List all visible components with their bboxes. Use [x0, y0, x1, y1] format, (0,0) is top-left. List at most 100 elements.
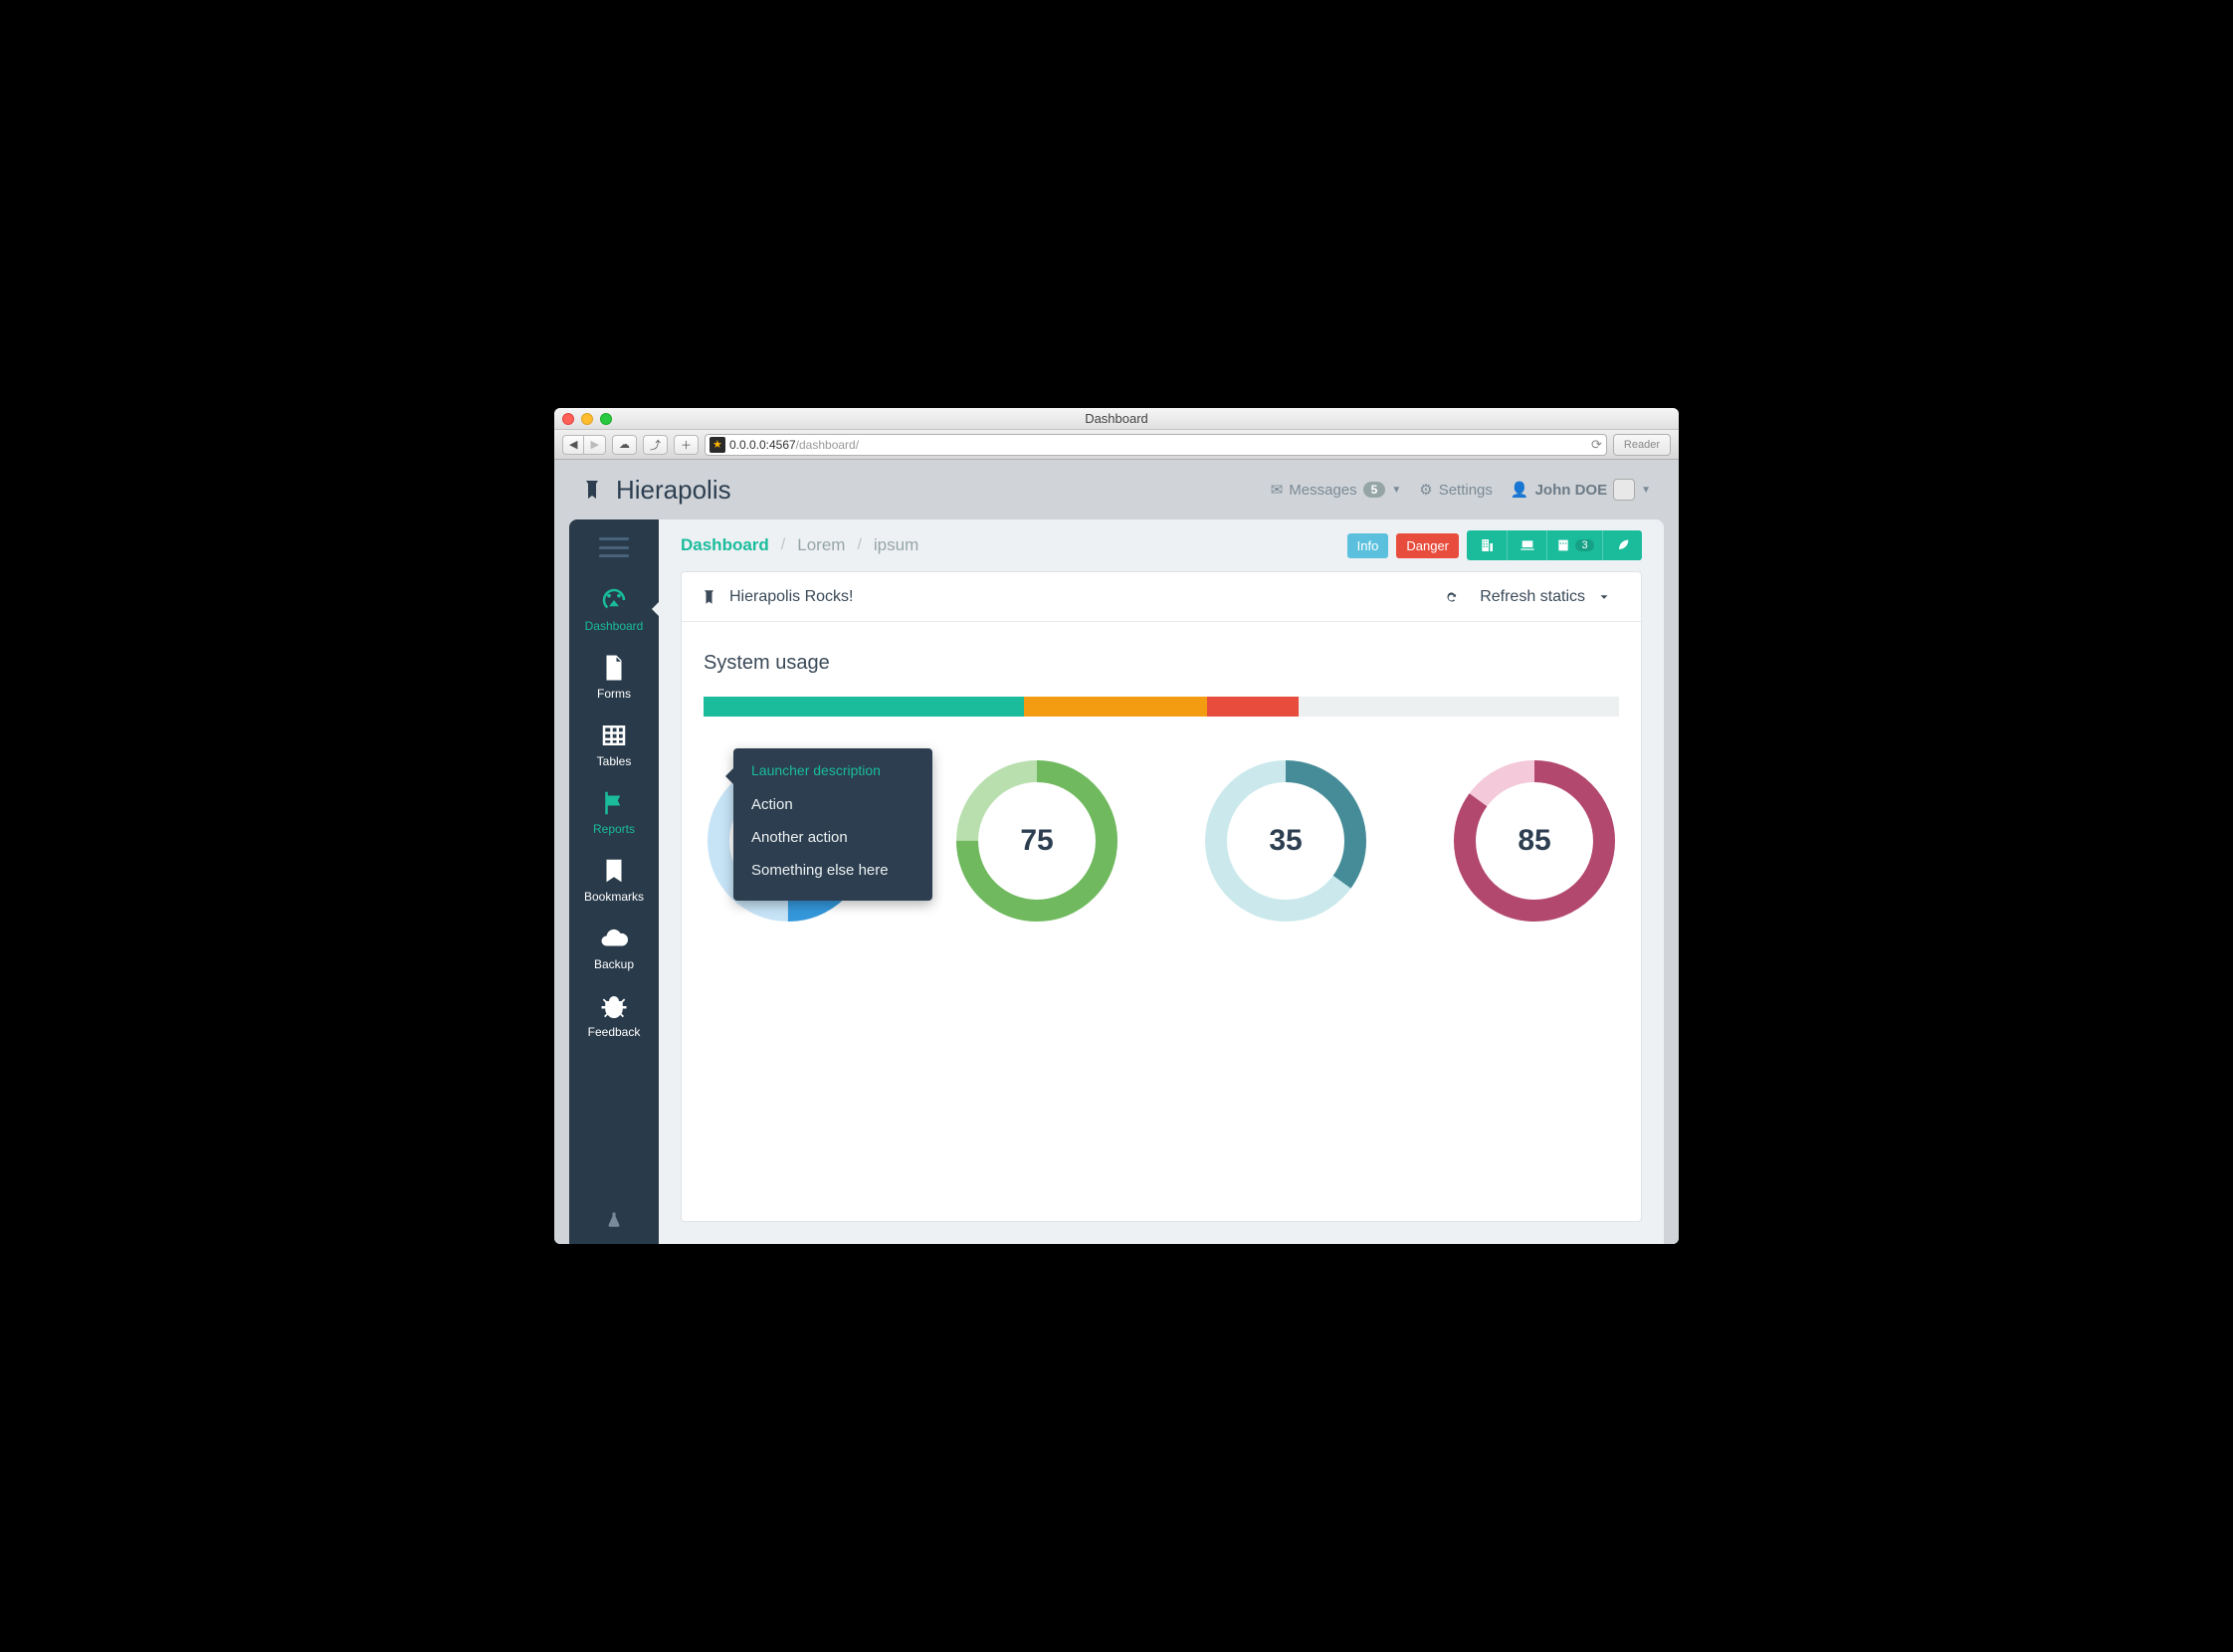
dashboard-icon	[599, 585, 629, 615]
action-bar: Info Danger 3	[1347, 530, 1642, 560]
section-title: System usage	[704, 652, 1619, 675]
browser-toolbar: ◀ ▶ ☁ ⤴ ＋ ★ 0.0.0.0:4567/dashboard/ ⟳ Re…	[554, 430, 1679, 460]
chevron-down-icon[interactable]	[1597, 590, 1611, 604]
cloud-icon	[599, 924, 629, 953]
user-label: John DOE	[1535, 482, 1608, 499]
breadcrumb-item[interactable]: Lorem	[797, 535, 845, 555]
titlebar: Dashboard	[554, 408, 1679, 430]
gear-icon: ⚙	[1419, 481, 1432, 499]
nav-buttons: ◀ ▶	[562, 435, 606, 455]
donut-value: 75	[952, 756, 1121, 926]
messages-label: Messages	[1289, 482, 1356, 499]
envelope-icon: ✉	[1271, 481, 1284, 499]
breadcrumb-item[interactable]: Dashboard	[681, 535, 769, 555]
panel-title: Hierapolis Rocks!	[729, 588, 853, 606]
reader-button[interactable]: Reader	[1613, 434, 1671, 456]
calendar-button[interactable]: 3	[1546, 530, 1602, 560]
refresh-label[interactable]: Refresh statics	[1480, 588, 1585, 606]
laptop-button[interactable]	[1507, 530, 1546, 560]
browser-window: Dashboard ◀ ▶ ☁ ⤴ ＋ ★ 0.0.0.0:4567/dashb…	[554, 408, 1679, 1244]
building-icon	[1479, 537, 1495, 553]
calendar-icon	[1555, 537, 1571, 553]
flag-icon	[599, 788, 629, 818]
leaf-icon	[1615, 537, 1631, 553]
danger-button[interactable]: Danger	[1396, 533, 1459, 558]
forward-button[interactable]: ▶	[584, 435, 605, 455]
settings-menu[interactable]: ⚙ Settings	[1419, 481, 1493, 499]
breadcrumb-item[interactable]: ipsum	[874, 535, 918, 555]
add-button[interactable]: ＋	[674, 435, 699, 455]
sidebar-item-label: Bookmarks	[584, 890, 644, 904]
messages-menu[interactable]: ✉ Messages 5 ▼	[1271, 481, 1402, 499]
sidebar-item-label: Feedback	[588, 1025, 641, 1039]
popover-item[interactable]: Action	[751, 788, 914, 821]
donut-chart: 35	[1201, 756, 1370, 926]
donut-chart: 85	[1450, 756, 1619, 926]
progress-segment	[1207, 697, 1299, 717]
sidebar-item-dashboard[interactable]: Dashboard	[569, 575, 659, 643]
back-button[interactable]: ◀	[562, 435, 584, 455]
chevron-down-icon: ▼	[1641, 485, 1651, 496]
building-button[interactable]	[1467, 530, 1507, 560]
bug-icon	[599, 991, 629, 1021]
settings-label: Settings	[1439, 482, 1493, 499]
progress-segment	[704, 697, 1024, 717]
share-button[interactable]: ⤴	[643, 435, 668, 455]
reload-icon[interactable]: ⟳	[1591, 437, 1602, 453]
panel-actions: Refresh statics	[1444, 588, 1621, 606]
topbar-right: ✉ Messages 5 ▼ ⚙ Settings 👤 John DOE ▼	[1271, 479, 1651, 501]
app-topbar: Hierapolis ✉ Messages 5 ▼ ⚙ Settings 👤 J…	[554, 460, 1679, 519]
breadcrumb-sep: /	[781, 536, 785, 554]
sidebar-item-bookmarks[interactable]: Bookmarks	[569, 846, 659, 914]
laptop-icon	[1520, 537, 1535, 553]
sidebar-item-label: Backup	[594, 957, 634, 971]
reports-popover: Launcher description Action Another acti…	[733, 748, 932, 901]
url-host: 0.0.0.0:4567	[729, 438, 796, 452]
sidebar-item-backup[interactable]: Backup	[569, 914, 659, 981]
sidebar-footer-icon[interactable]	[605, 1211, 623, 1244]
sidebar-item-forms[interactable]: Forms	[569, 643, 659, 711]
bookmark-icon	[599, 856, 629, 886]
url-bar[interactable]: ★ 0.0.0.0:4567/dashboard/ ⟳	[705, 434, 1607, 456]
donut-value: 35	[1201, 756, 1370, 926]
window-title: Dashboard	[554, 411, 1679, 426]
calendar-count: 3	[1575, 539, 1593, 551]
sidebar-item-label: Forms	[597, 687, 631, 701]
refresh-icon[interactable]	[1444, 590, 1458, 604]
chevron-down-icon: ▼	[1391, 485, 1401, 496]
cloud-button[interactable]: ☁	[612, 435, 637, 455]
avatar	[1613, 479, 1635, 501]
panel-header: Hierapolis Rocks! Refresh statics	[682, 572, 1641, 622]
user-menu[interactable]: 👤 John DOE ▼	[1511, 479, 1651, 501]
breadcrumb-bar: Dashboard / Lorem / ipsum Info Danger	[659, 519, 1664, 571]
flask-icon	[605, 1211, 623, 1229]
menu-toggle[interactable]	[599, 537, 629, 557]
leaf-button[interactable]	[1602, 530, 1642, 560]
user-icon: 👤	[1511, 481, 1529, 499]
sidebar-item-label: Dashboard	[585, 619, 644, 633]
brand-icon	[582, 478, 606, 502]
sidebar-item-feedback[interactable]: Feedback	[569, 981, 659, 1049]
donut-value: 85	[1450, 756, 1619, 926]
toolbar-icon-group: 3	[1467, 530, 1642, 560]
page-viewport: Hierapolis ✉ Messages 5 ▼ ⚙ Settings 👤 J…	[554, 460, 1679, 1244]
url-path: /dashboard/	[796, 438, 859, 452]
panel-body: System usage 50753585	[682, 622, 1641, 1221]
info-button[interactable]: Info	[1347, 533, 1389, 558]
progress-bar	[704, 697, 1619, 717]
messages-count: 5	[1363, 482, 1386, 498]
favicon-icon: ★	[710, 437, 725, 453]
progress-segment	[1024, 697, 1207, 717]
table-icon	[599, 721, 629, 750]
breadcrumb-sep: /	[857, 536, 861, 554]
brand[interactable]: Hierapolis	[582, 475, 731, 506]
sidebar: Dashboard Forms Tables Reports Bookmarks	[569, 519, 659, 1244]
popover-item[interactable]: Another action	[751, 821, 914, 854]
sidebar-item-reports[interactable]: Reports	[569, 778, 659, 846]
sidebar-item-tables[interactable]: Tables	[569, 711, 659, 778]
panel-icon	[702, 588, 719, 606]
popover-item[interactable]: Something else here	[751, 854, 914, 887]
file-icon	[599, 653, 629, 683]
popover-header: Launcher description	[751, 762, 914, 778]
brand-name: Hierapolis	[616, 475, 731, 506]
